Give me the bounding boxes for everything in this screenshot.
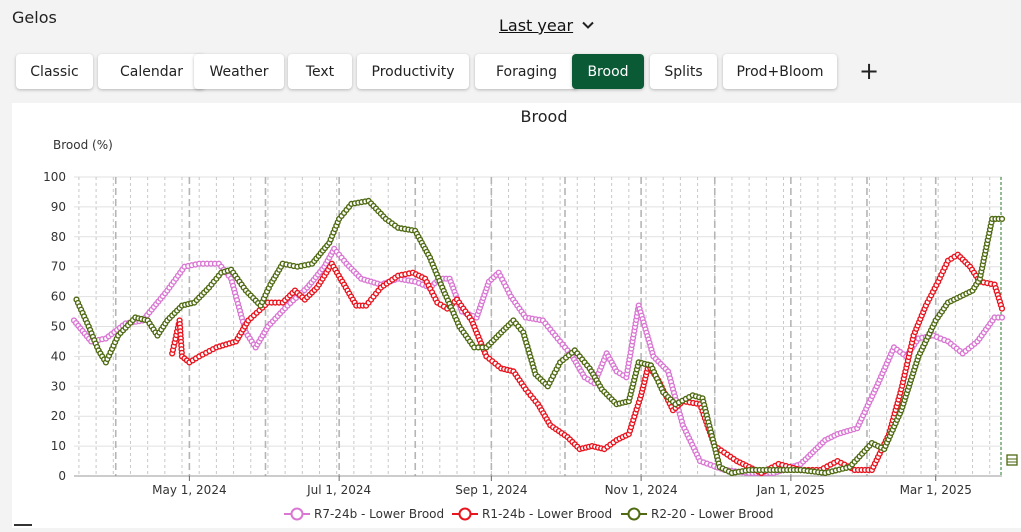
plus-icon[interactable]: + <box>858 57 880 85</box>
legend-item: R2-20 - Lower Brood <box>621 507 774 521</box>
tab-prod-bloom[interactable]: Prod+Bloom <box>723 54 837 89</box>
series-layer <box>70 197 1006 477</box>
x-tick-label: Jan 1, 2025 <box>756 483 825 497</box>
x-tick-label: Mar 1, 2025 <box>900 483 972 497</box>
tab-calendar[interactable]: Calendar <box>98 54 205 89</box>
y-tick-label: 40 <box>51 349 66 363</box>
period-selector[interactable]: Last year <box>499 16 574 35</box>
legend: R7-24b - Lower Brood R1-24b - Lower Brood… <box>284 507 774 521</box>
y-tick-label: 10 <box>51 439 66 453</box>
y-tick-label: 100 <box>43 170 66 184</box>
y-tick-label: 90 <box>51 200 66 214</box>
y-axis-label: Brood (%) <box>53 138 113 152</box>
axes: 0 10 20 30 40 50 60 70 80 90 100 May 1, 2024 Jul 1, … <box>43 170 1002 497</box>
grid <box>74 176 1002 477</box>
export-icon[interactable] <box>1006 454 1018 466</box>
series-point <box>998 305 1006 312</box>
app-title: Gelos <box>12 8 57 27</box>
chevron-down-icon[interactable] <box>581 18 595 32</box>
legend-label: R1-24b - Lower Brood <box>482 507 612 521</box>
series-point <box>998 215 1006 223</box>
series-point <box>998 314 1006 321</box>
legend-marker <box>458 507 472 521</box>
legend-marker <box>290 507 304 521</box>
legend-marker <box>627 507 641 521</box>
x-tick-label: Sep 1, 2024 <box>455 483 527 497</box>
x-tick-label: Nov 1, 2024 <box>605 483 678 497</box>
tab-text[interactable]: Text <box>288 54 352 89</box>
y-tick-label: 20 <box>51 409 66 423</box>
x-tick-label: Jul 1, 2024 <box>306 483 371 497</box>
y-tick-label: 60 <box>51 290 66 304</box>
tab-classic[interactable]: Classic <box>16 54 93 89</box>
legend-label: R7-24b - Lower Brood <box>314 507 444 521</box>
y-tick-label: 30 <box>51 379 66 393</box>
series-line <box>75 200 1002 474</box>
legend-item: R7-24b - Lower Brood <box>284 507 444 521</box>
tab-productivity[interactable]: Productivity <box>357 54 469 89</box>
y-tick-label: 50 <box>51 320 66 334</box>
tab-weather[interactable]: Weather <box>194 54 284 89</box>
chart-card: Brood Brood (%) 0 10 20 30 40 50 60 70 80 90 100 Ma… <box>12 103 1021 528</box>
divider <box>14 524 32 526</box>
tab-foraging[interactable]: Foraging <box>475 54 578 89</box>
series-2 <box>73 197 1006 477</box>
y-tick-label: 80 <box>51 230 66 244</box>
brood-chart: Brood Brood (%) 0 10 20 30 40 50 60 70 80 90 100 Ma… <box>43 107 1018 521</box>
tab-splits[interactable]: Splits <box>650 54 717 89</box>
tab-brood[interactable]: Brood <box>572 54 644 89</box>
y-tick-label: 70 <box>51 260 66 274</box>
y-tick-label: 0 <box>58 469 66 483</box>
legend-item: R1-24b - Lower Brood <box>452 507 612 521</box>
legend-label: R2-20 - Lower Brood <box>651 507 774 521</box>
x-tick-label: May 1, 2024 <box>152 483 226 497</box>
chart-title: Brood <box>521 107 568 126</box>
